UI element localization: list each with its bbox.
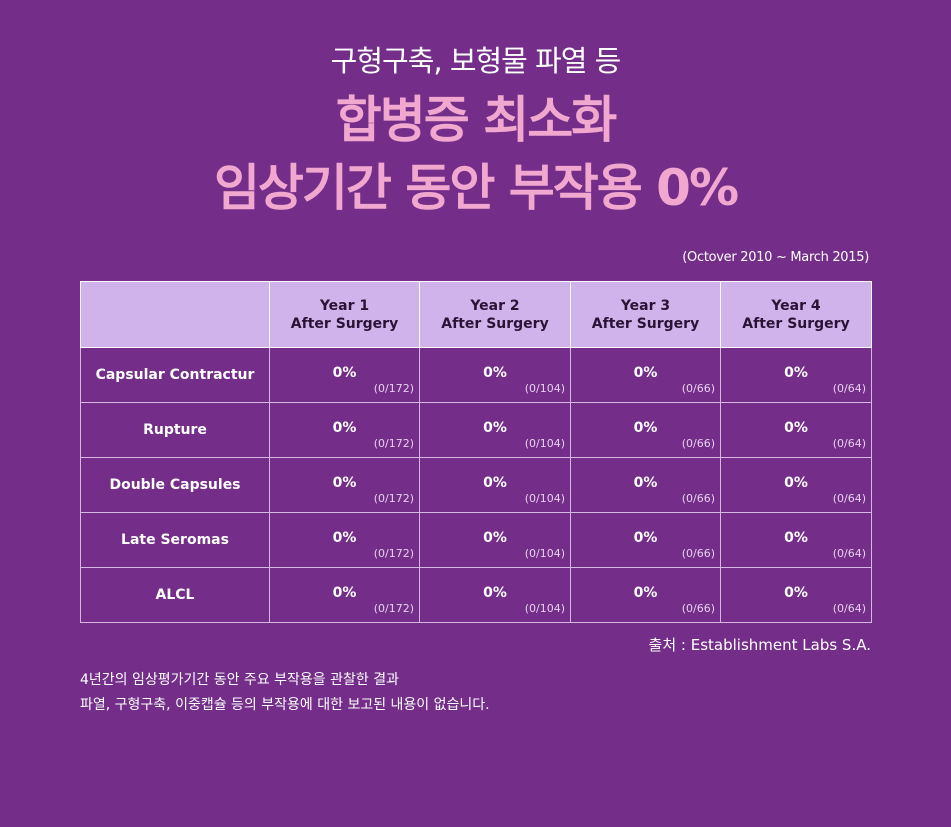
row-label: Double Capsules [80,457,270,513]
incidence-percent: 0% [784,475,808,491]
table-cell: 0% (0/66) [570,347,721,403]
incidence-count: (0/104) [524,382,565,395]
headline-line-2: 임상기간 동안 부작용 0% [213,159,739,217]
incidence-count: (0/104) [524,492,565,505]
header-year-label: Year 4 [771,297,821,314]
incidence-percent: 0% [784,365,808,381]
incidence-count: (0/66) [681,382,715,395]
header-year-2: Year 2 After Surgery [419,281,571,348]
incidence-percent: 0% [483,420,507,436]
table-cell: 0% (0/66) [570,512,721,568]
source-credit: 출처 : Establishment Labs S.A. [648,636,871,654]
row-label: Late Seromas [80,512,270,568]
summary-note-line-1: 4년간의 임상평가기간 동안 주요 부작용을 관찰한 결과 [80,672,399,688]
incidence-count: (0/172) [373,492,414,505]
incidence-count: (0/64) [832,382,866,395]
incidence-percent: 0% [483,585,507,601]
incidence-count: (0/104) [524,547,565,560]
incidence-percent: 0% [332,530,357,546]
header-after-surgery: After Surgery [591,315,700,332]
table-cell: 0% (0/172) [269,402,420,458]
table-cell: 0% (0/172) [269,512,420,568]
table-row: Rupture 0% (0/172) 0% (0/104) 0% (0/66) 0% (0/64… [80,402,872,458]
incidence-count: (0/66) [681,547,715,560]
incidence-count: (0/172) [373,382,414,395]
table-cell: 0% (0/104) [419,402,571,458]
incidence-percent: 0% [633,365,658,381]
incidence-percent: 0% [332,475,357,491]
complications-table: Year 1 After Surgery Year 2 After Surger… [80,281,872,623]
table-header-row: Year 1 After Surgery Year 2 After Surger… [80,281,872,348]
incidence-percent: 0% [483,475,507,491]
summary-note: 4년간의 임상평가기간 동안 주요 부작용을 관찰한 결과 파열, 구형구축, … [80,668,490,718]
table-cell: 0% (0/104) [419,347,571,403]
table-cell: 0% (0/66) [570,567,721,623]
table-cell: 0% (0/172) [269,347,420,403]
incidence-percent: 0% [784,420,808,436]
table-cell: 0% (0/104) [419,567,571,623]
incidence-percent: 0% [332,585,357,601]
table-cell: 0% (0/64) [720,347,872,403]
table-cell: 0% (0/66) [570,402,721,458]
header-year-label: Year 3 [620,297,671,314]
incidence-percent: 0% [483,365,507,381]
incidence-percent: 0% [633,420,658,436]
incidence-count: (0/64) [832,492,866,505]
summary-note-line-2: 파열, 구형구축, 이중캡슐 등의 부작용에 대한 보고된 내용이 없습니다. [80,697,490,713]
table-row: Double Capsules 0% (0/172) 0% (0/104) 0% (0/66… [80,457,872,513]
table-cell: 0% (0/64) [720,402,872,458]
incidence-count: (0/64) [832,547,866,560]
incidence-percent: 0% [784,585,808,601]
table-cell: 0% (0/66) [570,457,721,513]
header-after-surgery: After Surgery [290,315,399,332]
study-period: (Octover 2010 ~ March 2015) [682,250,869,265]
incidence-count: (0/104) [524,602,565,615]
header-year-1: Year 1 After Surgery [269,281,420,348]
table-cell: 0% (0/172) [269,567,420,623]
incidence-count: (0/66) [681,437,715,450]
incidence-count: (0/66) [681,602,715,615]
header-year-label: Year 1 [319,297,370,314]
incidence-count: (0/66) [681,492,715,505]
incidence-percent: 0% [633,530,658,546]
table-cell: 0% (0/64) [720,457,872,513]
table-cell: 0% (0/172) [269,457,420,513]
incidence-count: (0/172) [373,547,414,560]
table-cell: 0% (0/64) [720,512,872,568]
table-cell: 0% (0/64) [720,567,872,623]
incidence-percent: 0% [483,530,507,546]
header-year-3: Year 3 After Surgery [570,281,721,348]
table-row: Late Seromas 0% (0/172) 0% (0/104) 0% (0/66) 0%… [80,512,872,568]
table-row: ALCL 0% (0/172) 0% (0/104) 0% (0/66) 0% (0/64) [80,567,872,623]
row-label: ALCL [80,567,270,623]
table-row: Capsular Contractur 0% (0/172) 0% (0/104) 0% (… [80,347,872,403]
incidence-count: (0/172) [373,437,414,450]
page-subtitle: 구형구축, 보형물 파열 등 [330,44,622,78]
row-label: Capsular Contractur [80,347,270,403]
incidence-count: (0/64) [832,602,866,615]
header-corner [80,281,270,348]
incidence-count: (0/172) [373,602,414,615]
header-after-surgery: After Surgery [441,315,549,332]
incidence-percent: 0% [633,475,658,491]
incidence-count: (0/104) [524,437,565,450]
incidence-count: (0/64) [832,437,866,450]
header-year-label: Year 2 [470,297,520,314]
table-cell: 0% (0/104) [419,512,571,568]
header-year-4: Year 4 After Surgery [720,281,872,348]
incidence-percent: 0% [332,365,357,381]
incidence-percent: 0% [633,585,658,601]
headline-line-1: 합병증 최소화 [335,91,617,149]
header-after-surgery: After Surgery [742,315,850,332]
incidence-percent: 0% [332,420,357,436]
row-label: Rupture [80,402,270,458]
table-cell: 0% (0/104) [419,457,571,513]
incidence-percent: 0% [784,530,808,546]
